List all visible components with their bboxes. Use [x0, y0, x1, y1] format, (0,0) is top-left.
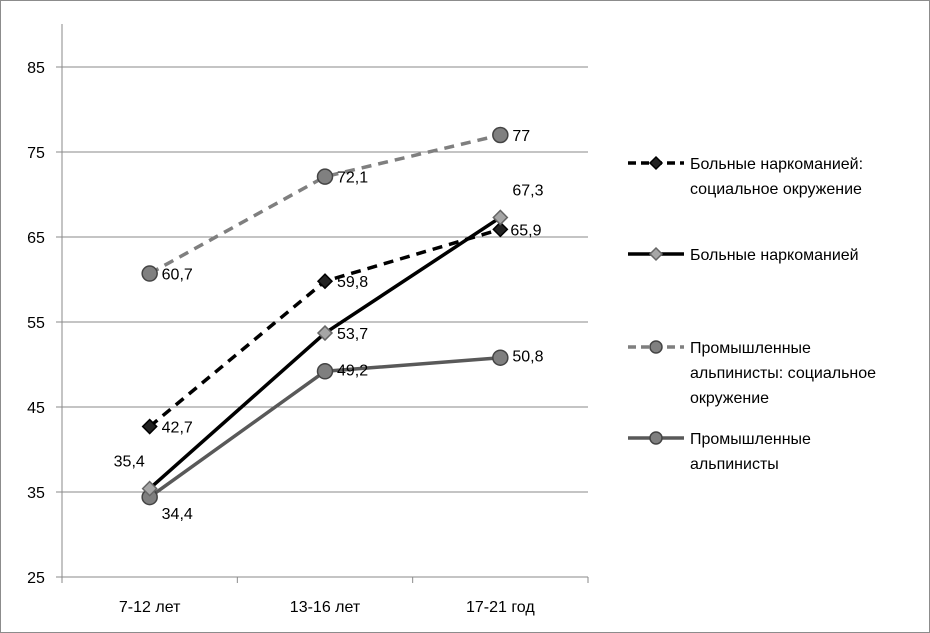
- y-tick-label: 25: [27, 570, 45, 587]
- data-point: [141, 418, 158, 435]
- legend-label: социальное окружение: [690, 181, 862, 198]
- legend-marker: [648, 246, 664, 262]
- x-tick-label: 7-12 лет: [119, 599, 181, 616]
- y-tick-label: 85: [27, 60, 45, 77]
- data-label: 53,7: [337, 326, 368, 343]
- legend-marker: [648, 155, 664, 171]
- data-label: 77: [512, 128, 530, 145]
- legend-label: окружение: [690, 390, 769, 407]
- y-tick-label: 55: [27, 315, 45, 332]
- legend-marker: [649, 340, 663, 354]
- data-point: [316, 273, 334, 290]
- data-label: 42,7: [162, 420, 193, 437]
- legend-marker: [649, 431, 663, 445]
- legend-label: альпинисты: [690, 456, 779, 473]
- data-point: [141, 265, 158, 282]
- y-tick-label: 65: [27, 230, 45, 247]
- data-point: [492, 349, 509, 366]
- data-label: 50,8: [512, 349, 543, 366]
- data-label: 49,2: [337, 362, 368, 379]
- data-point: [141, 480, 158, 497]
- y-tick-label: 75: [27, 145, 45, 162]
- legend-label: альпинисты: социальное: [690, 365, 876, 382]
- legend-label: Промышленные: [690, 431, 811, 448]
- data-label: 60,7: [162, 267, 193, 284]
- data-point: [492, 126, 509, 144]
- data-label: 35,4: [114, 454, 145, 471]
- y-tick-label: 35: [27, 485, 45, 502]
- y-tick-label: 45: [27, 400, 45, 417]
- data-point: [492, 209, 509, 226]
- data-point: [316, 168, 334, 185]
- data-label: 59,8: [337, 274, 368, 291]
- legend-label: Больные наркоманией: [690, 247, 859, 264]
- data-point: [316, 363, 334, 380]
- data-label: 67,3: [512, 182, 543, 199]
- x-tick-label: 13-16 лет: [290, 599, 361, 616]
- data-label: 34,4: [162, 506, 193, 523]
- data-label: 72,1: [337, 170, 368, 187]
- series-line: [148, 215, 502, 490]
- data-point: [492, 221, 509, 238]
- legend-label: Промышленные: [690, 340, 811, 357]
- x-tick-label: 17-21 год: [466, 599, 535, 616]
- data-label: 65,9: [510, 222, 541, 239]
- legend-label: Больные наркоманией:: [690, 156, 863, 173]
- data-point: [316, 324, 334, 342]
